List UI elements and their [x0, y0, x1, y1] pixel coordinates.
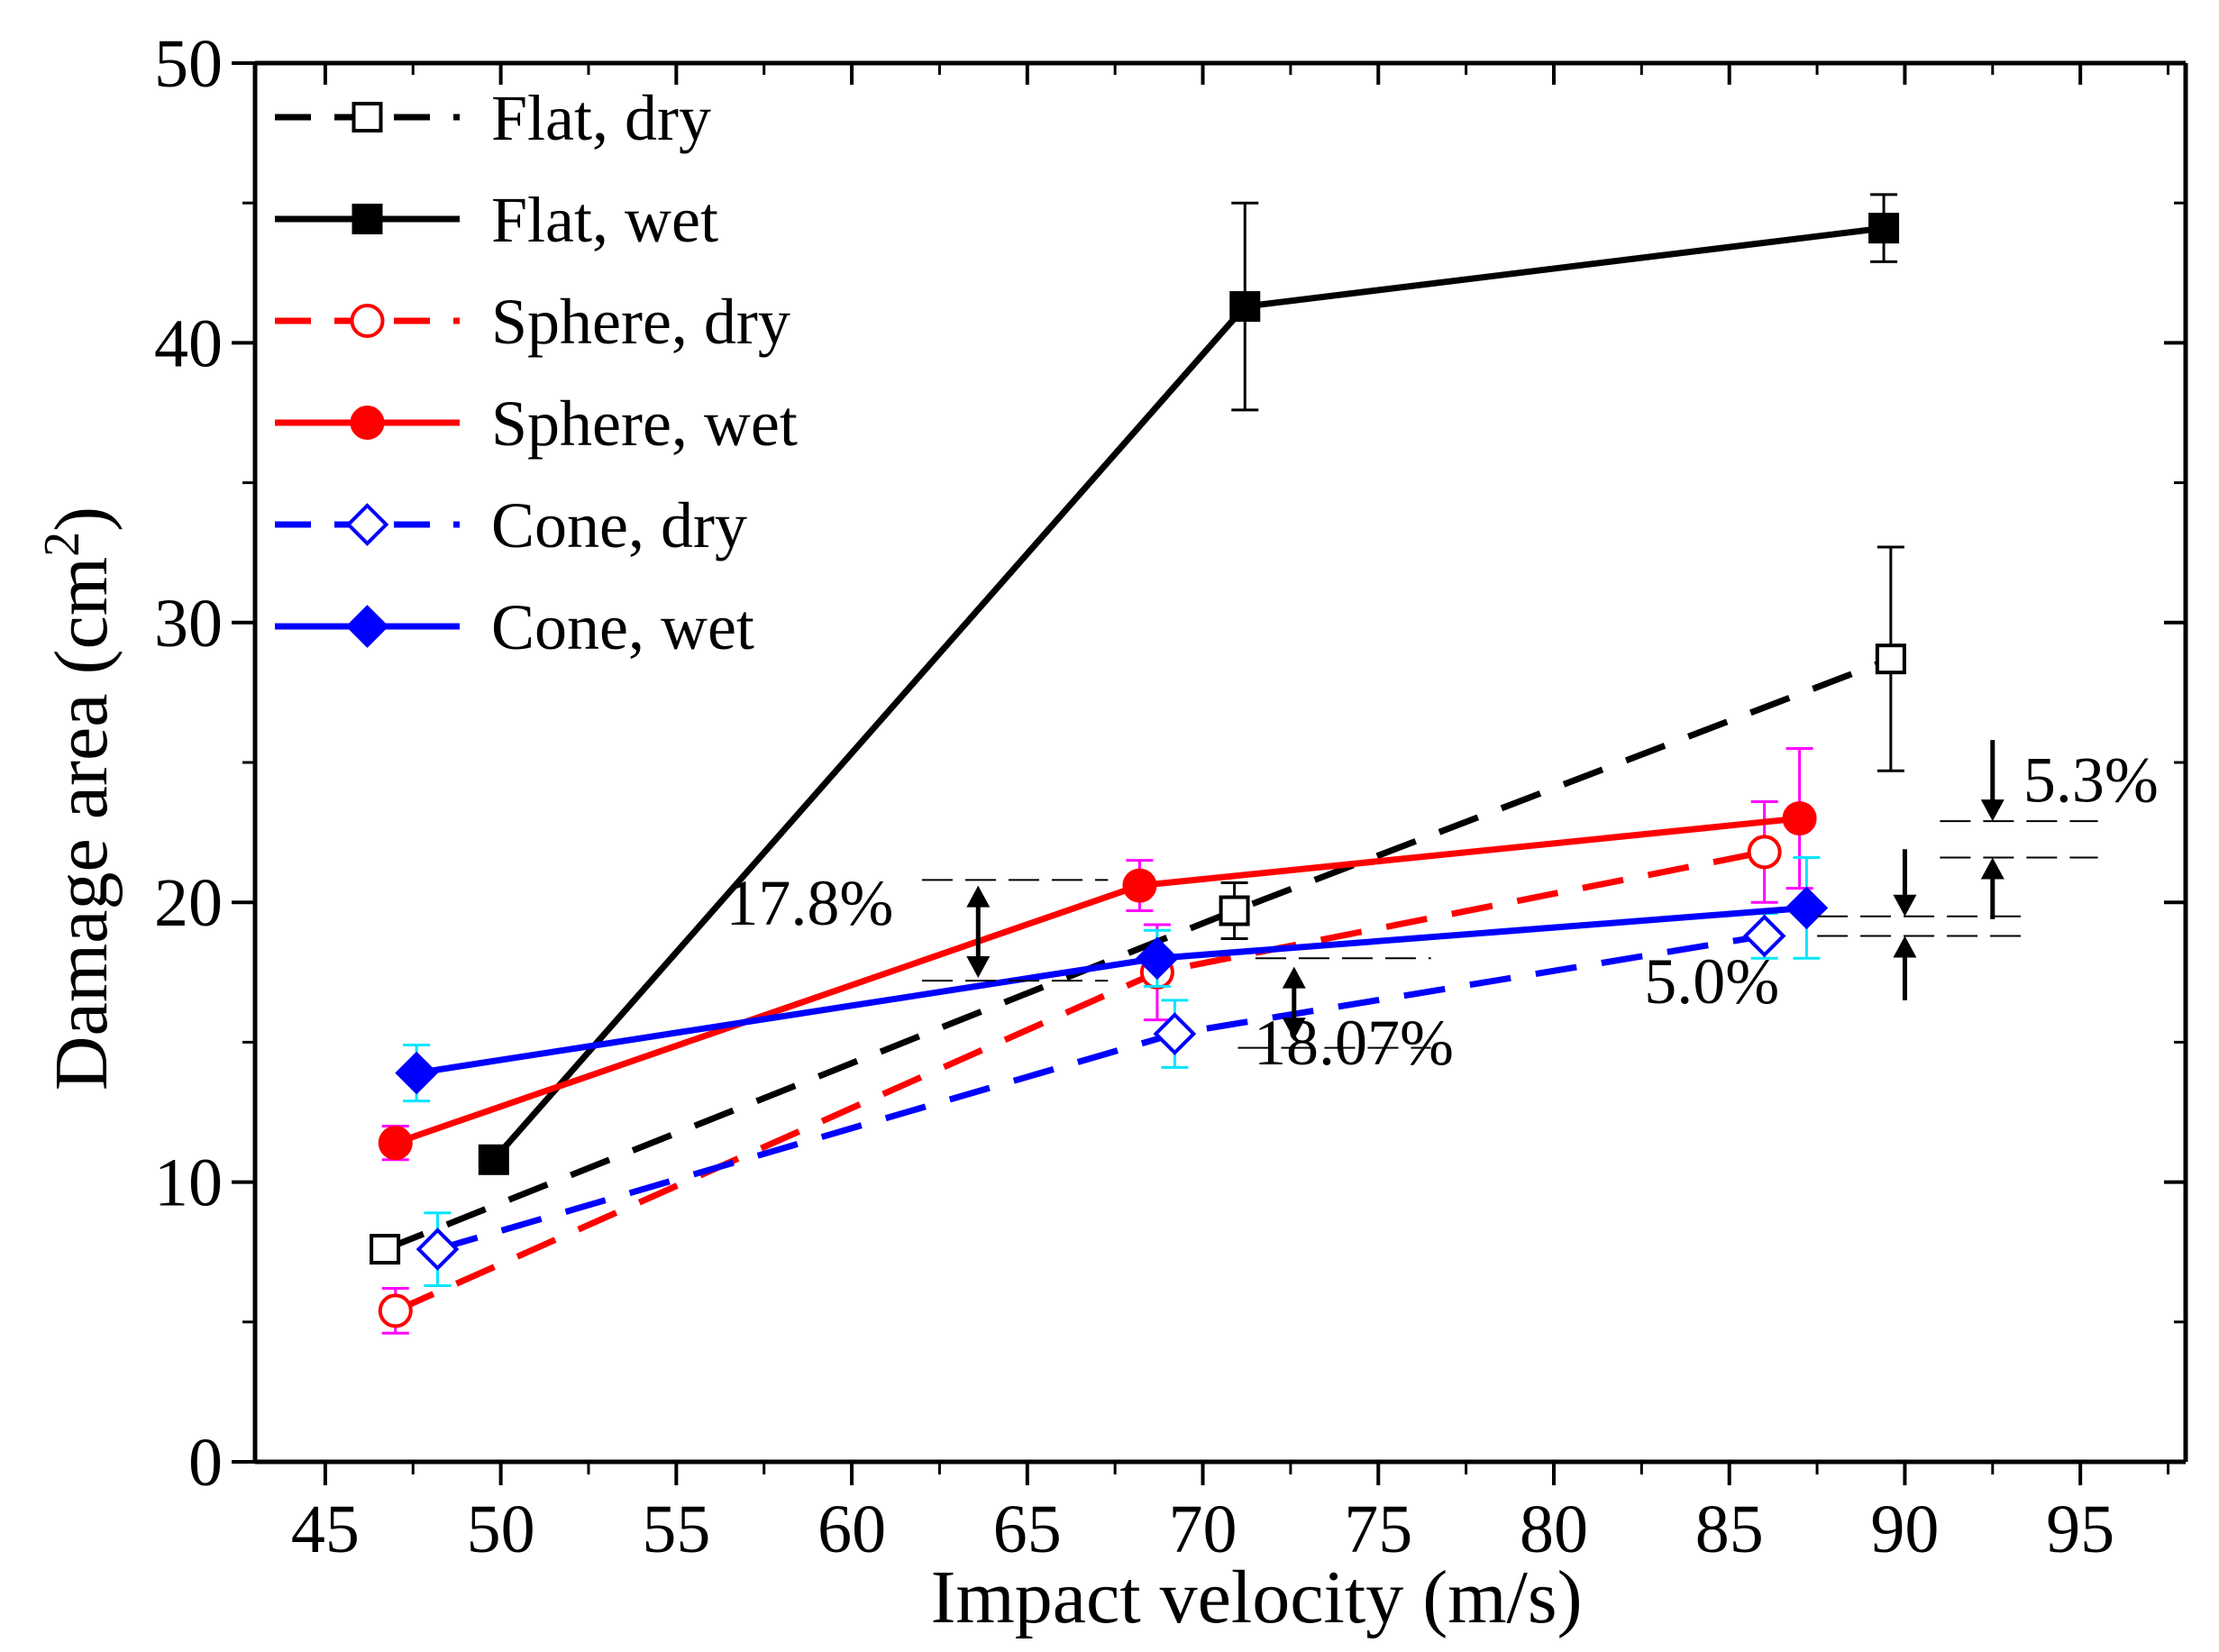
data-point	[1136, 936, 1179, 981]
data-point	[415, 1228, 460, 1271]
axes-layer: 45 50 55 60 65 70 75 80 85 90 95 0 10 20 30 40 50	[154, 26, 2188, 1567]
x-tick-label: 45	[291, 1492, 360, 1567]
y-tick-label: 30	[154, 586, 223, 662]
arrow-head	[1282, 1018, 1306, 1040]
annotation-guides	[921, 740, 2098, 1049]
data-point	[1122, 868, 1157, 903]
legend-label: Cone, dry	[491, 489, 747, 561]
data-point	[1747, 835, 1782, 870]
data-point	[1868, 213, 1900, 244]
x-tick-label: 60	[817, 1492, 886, 1567]
series-line-0	[383, 655, 1893, 1253]
arrow-head	[1282, 966, 1306, 989]
y-tick-label: 50	[154, 26, 223, 102]
x-tick-label: 65	[993, 1492, 1062, 1567]
y-tick-label: 40	[154, 306, 223, 381]
legend-label: Flat, dry	[491, 82, 711, 154]
series-2	[378, 799, 1782, 1335]
series-line-1	[491, 224, 1885, 1163]
y-axis-title-main: Damage area (cm	[40, 557, 123, 1091]
arrow-head	[966, 956, 991, 979]
data-point	[1219, 895, 1250, 926]
legend: Flat, dry Flat, wet Sphere, dry Sphere, wet…	[275, 82, 798, 663]
arrow-head	[1980, 799, 2004, 822]
legend-entry-3: Sphere, wet	[275, 388, 798, 460]
data-point	[1153, 1012, 1197, 1055]
legend-entry-5: Cone, wet	[275, 591, 754, 663]
x-tick-label: 95	[2046, 1492, 2114, 1567]
legend-label: Sphere, dry	[491, 286, 790, 358]
data-point	[478, 1144, 509, 1175]
series-5	[395, 856, 1829, 1103]
legend-label: Flat, wet	[491, 184, 718, 256]
annotation-label-3: 5.0%	[1644, 945, 1779, 1018]
y-axis-title-end: )	[40, 507, 123, 532]
x-axis-title: Impact velocity (m/s)	[930, 1556, 1582, 1639]
legend-marker	[352, 204, 383, 234]
annotation-label-2: 5.3%	[2023, 744, 2159, 816]
x-tick-label: 85	[1695, 1492, 1764, 1567]
arrow-head	[1893, 936, 1917, 958]
legend-entry-1: Flat, wet	[275, 184, 718, 256]
legend-label: Sphere, wet	[491, 388, 798, 460]
x-tick-label: 50	[467, 1492, 535, 1567]
legend-marker	[345, 605, 389, 648]
arrow-head	[966, 885, 991, 908]
plot-layer: 17.8% 18.07% 5.3% 5.0%	[370, 193, 2159, 1335]
data-point	[1782, 801, 1817, 836]
data-point	[370, 1234, 401, 1265]
legend-marker	[350, 304, 385, 338]
y-axis-title: Damage area (cm2)	[34, 507, 123, 1091]
series-3	[378, 746, 1817, 1162]
series-1	[478, 193, 1900, 1175]
legend-marker	[352, 102, 383, 132]
y-tick-label: 20	[154, 865, 223, 941]
series-4	[415, 912, 1786, 1287]
legend-entry-4: Cone, dry	[275, 489, 747, 561]
legend-entry-0: Flat, dry	[275, 82, 711, 154]
y-tick-label: 0	[188, 1425, 223, 1501]
data-point	[378, 1126, 413, 1161]
arrow-head	[1893, 894, 1917, 917]
data-point	[378, 1293, 413, 1328]
series-line-2	[394, 848, 1766, 1314]
legend-marker	[345, 503, 389, 546]
data-point	[1742, 914, 1786, 958]
data-point	[1229, 291, 1261, 323]
legend-marker	[350, 406, 385, 440]
legend-label: Cone, wet	[491, 591, 754, 663]
data-point	[395, 1051, 438, 1095]
annotation-label-0: 17.8%	[726, 867, 893, 939]
y-axis-title-superscript: 2	[34, 532, 90, 557]
x-tick-label: 70	[1169, 1492, 1237, 1567]
legend-entry-2: Sphere, dry	[275, 286, 790, 358]
x-tick-label: 90	[1870, 1492, 1939, 1567]
x-tick-label: 75	[1344, 1492, 1412, 1567]
series-line-4	[436, 932, 1766, 1253]
y-tick-label: 10	[154, 1145, 223, 1221]
arrow-head	[1980, 857, 2004, 880]
data-point	[1785, 886, 1829, 930]
x-tick-label: 55	[642, 1492, 710, 1567]
x-tick-label: 80	[1520, 1492, 1588, 1567]
annotation-label-1: 18.07%	[1254, 1007, 1454, 1079]
series-line-5	[415, 904, 1807, 1077]
data-point	[1875, 643, 1906, 675]
series-0	[370, 545, 1906, 1265]
